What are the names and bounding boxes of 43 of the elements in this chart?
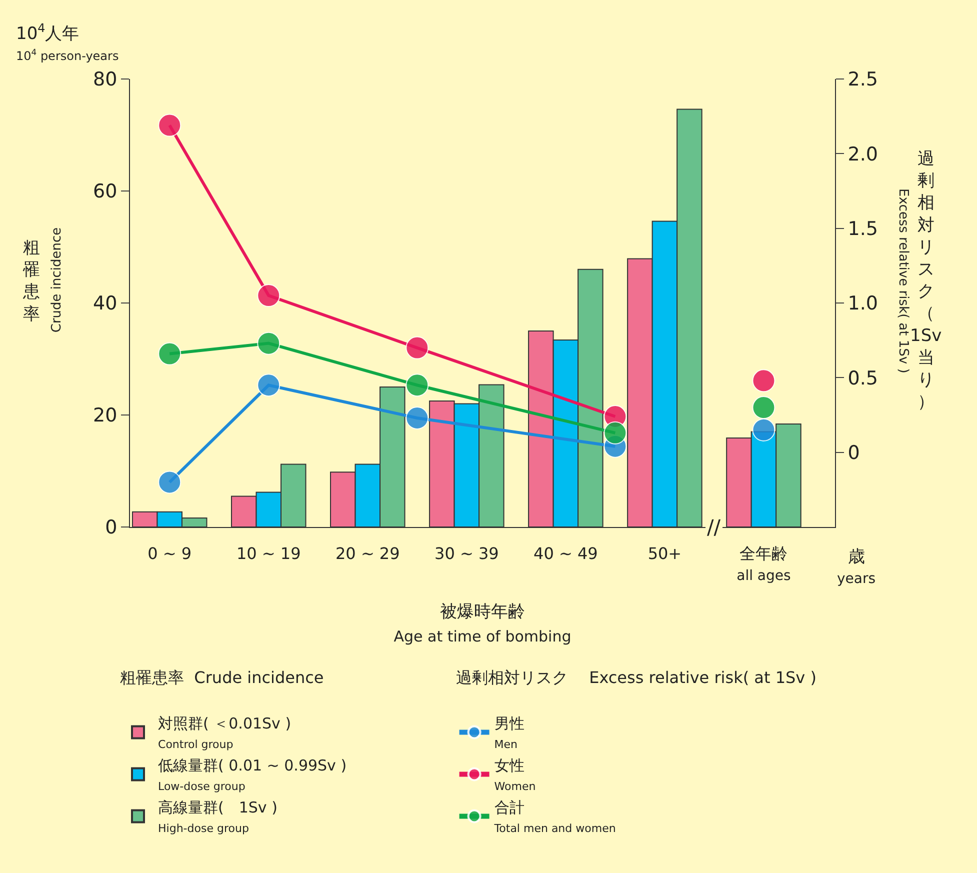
x-tick-label: 全年齢 all ages <box>736 544 791 584</box>
legend-label: 女性 Women <box>494 756 536 793</box>
text: 10$^{4}$人年 10$^{4}$ person-years <box>16 21 119 63</box>
y2-tick-label: 2.5 <box>848 68 878 91</box>
legend-label: 高線量群( 1Sv ) High-dose group <box>158 798 278 835</box>
y-tick-label: 80 <box>93 68 118 91</box>
point <box>257 332 280 355</box>
y-tick-label: 60 <box>93 180 118 203</box>
y-tick-label: 40 <box>93 292 118 315</box>
point <box>406 406 429 430</box>
x-tick-label: 50+ <box>648 544 682 564</box>
point <box>406 336 429 360</box>
point <box>158 470 182 494</box>
x-axis-title: 被爆時年齢 Age at time of bombing <box>394 602 572 646</box>
text: 粗罹患率 Crude incidence <box>120 668 324 687</box>
point <box>604 421 627 444</box>
point <box>752 396 776 420</box>
y2-tick-label: 0.5 <box>848 367 878 390</box>
point <box>752 369 776 392</box>
point <box>257 284 280 308</box>
legend-label: 男性 Men <box>494 714 524 751</box>
y-tick-label: 20 <box>93 404 118 427</box>
x-tick-label: 30 ~ 39 <box>434 544 499 564</box>
x-tick-label: 40 ~ 49 <box>534 544 598 564</box>
point <box>158 114 182 137</box>
legend-label: 合計 Total men and women <box>493 798 616 835</box>
y2-tick-label: 1.0 <box>848 292 878 315</box>
point <box>752 418 776 442</box>
x-tick-label: 0 ~ 9 <box>148 544 192 564</box>
annotation: // <box>707 515 721 539</box>
x-tick-label: 10 ~ 19 <box>236 544 301 564</box>
y-tick-label: 0 <box>105 516 118 539</box>
y2-tick-label: 0 <box>848 442 860 464</box>
point <box>257 374 280 397</box>
text: 歳 years <box>837 547 876 587</box>
legend-label: 対照群( ＜0.01Sv ) Control group <box>158 714 292 751</box>
x-tick-label: 20 ~ 29 <box>335 544 400 564</box>
y2-tick-label: 1.5 <box>848 218 878 240</box>
text: 過剰相対リスク Excess relative risk( at 1Sv ) <box>456 668 816 687</box>
point <box>406 374 429 397</box>
point <box>158 342 182 366</box>
y2-tick-label: 2.0 <box>848 143 878 166</box>
legend-label: 低線量群( 0.01 ~ 0.99Sv ) Low-dose group <box>158 756 347 793</box>
